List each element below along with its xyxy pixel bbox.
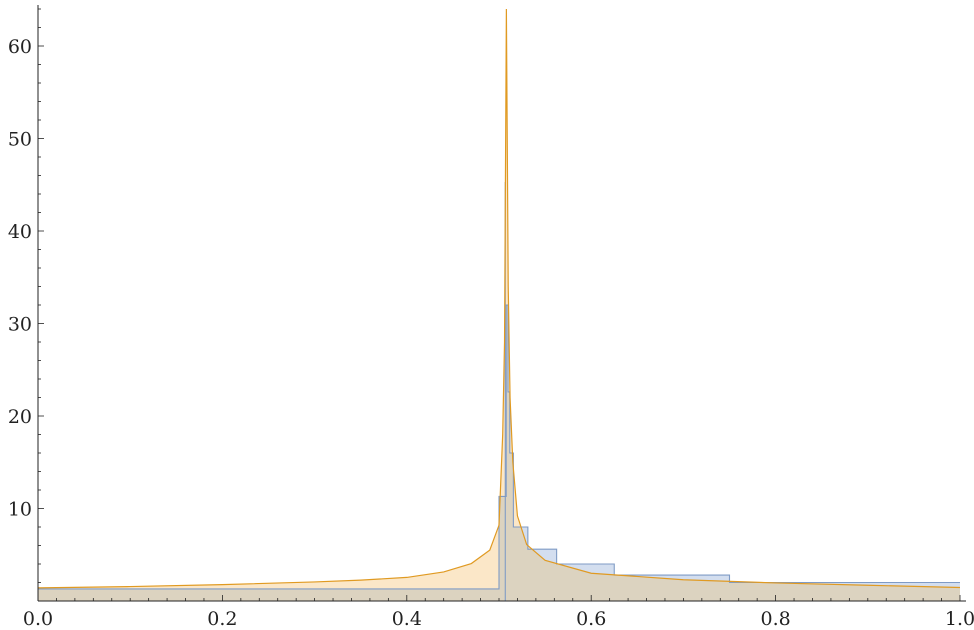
x-tick-label: 0.8 bbox=[760, 608, 790, 630]
x-tick-label: 0.2 bbox=[207, 608, 237, 630]
y-tick-label: 10 bbox=[8, 499, 32, 521]
x-tick-label: 0.4 bbox=[392, 608, 422, 630]
x-tick-label: 1.0 bbox=[945, 608, 974, 630]
y-tick-label: 50 bbox=[8, 129, 32, 151]
step-series-line bbox=[38, 304, 960, 590]
y-tick-label: 60 bbox=[8, 36, 32, 58]
y-tick-label: 30 bbox=[8, 314, 32, 336]
plot-area bbox=[37, 8, 961, 601]
y-tick-label: 40 bbox=[8, 221, 32, 243]
y-tick-label: 20 bbox=[8, 406, 32, 428]
x-tick-label: 0.0 bbox=[23, 608, 53, 630]
curve-series-line bbox=[37, 8, 961, 589]
axes: 0.0 0.2 0.4 0.6 0.8 1.0 10 20 30 40 50 60 bbox=[8, 5, 974, 630]
x-tick-label: 0.6 bbox=[576, 608, 606, 630]
